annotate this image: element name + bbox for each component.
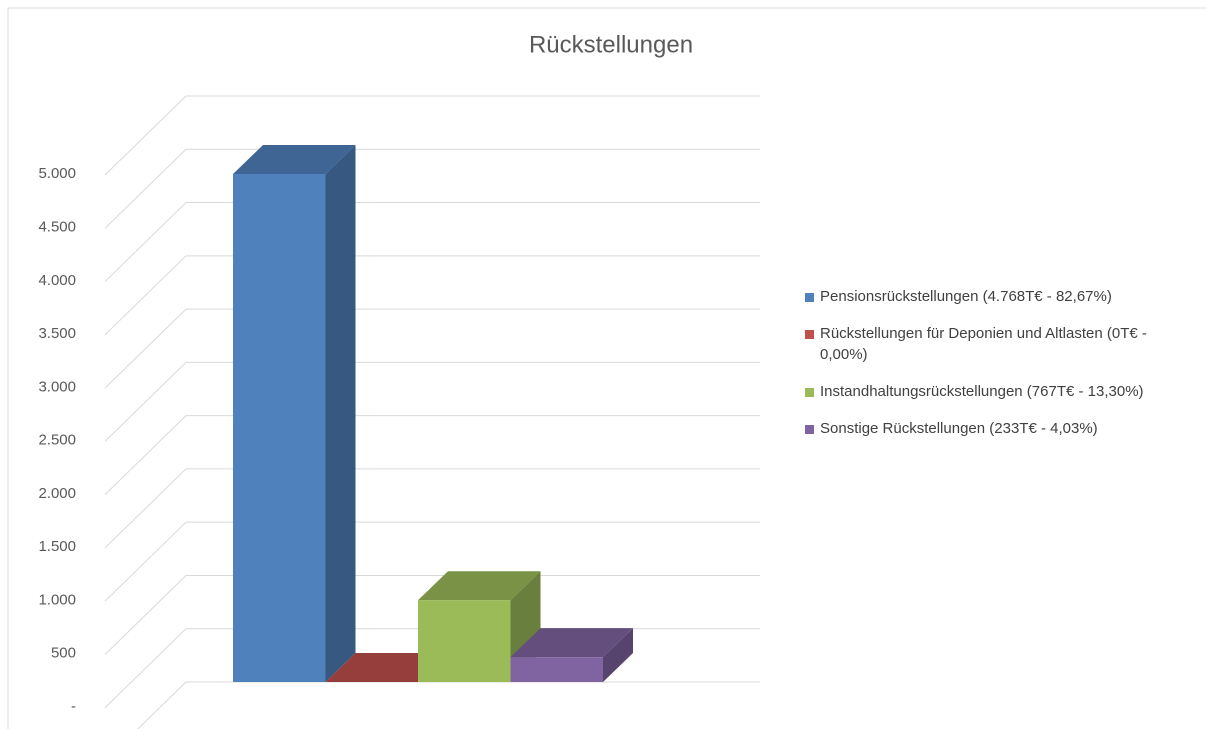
bar-side	[325, 144, 356, 682]
grid-line	[104, 628, 187, 709]
legend: Pensionsrückstellungen (4.768T€ - 82,67%…	[805, 286, 1161, 455]
bar	[510, 657, 603, 682]
legend-item: Pensionsrückstellungen (4.768T€ - 82,67%…	[805, 286, 1161, 307]
legend-item: Rückstellungen für Deponien und Altlaste…	[805, 323, 1161, 365]
y-tick-label: 2.000	[38, 485, 76, 502]
grid-line	[104, 202, 187, 282]
legend-label: Sonstige Rückstellungen (233T€ - 4,03%)	[820, 420, 1098, 437]
y-tick-label: 2.500	[38, 432, 76, 449]
legend-swatch	[805, 388, 814, 397]
grid-line	[104, 468, 187, 549]
y-tick-label: 3.000	[38, 378, 76, 395]
bar-top	[418, 571, 541, 601]
y-tick-label: 1.000	[38, 591, 76, 608]
grid-line	[137, 681, 187, 729]
grid-line	[104, 255, 187, 336]
legend-label: Instandhaltungsrückstellungen (767T€ - 1…	[820, 383, 1144, 400]
legend-item: Sonstige Rückstellungen (233T€ - 4,03%)	[805, 418, 1161, 439]
bar	[418, 600, 511, 682]
grid-line	[104, 362, 187, 442]
grid-line	[104, 95, 187, 176]
y-tick-label: 3.500	[38, 325, 76, 342]
y-tick-label: 500	[51, 645, 76, 662]
bar-side	[603, 628, 633, 682]
legend-swatch	[805, 425, 814, 434]
grid-line	[104, 148, 187, 229]
grid-line	[104, 415, 187, 495]
y-tick-label: 1.500	[38, 538, 76, 555]
bar	[233, 173, 326, 682]
y-tick-label: 5.000	[38, 165, 76, 182]
chart-title: Rückstellungen	[529, 31, 693, 58]
grid-line	[104, 521, 187, 602]
grid-line	[104, 575, 187, 655]
legend-label: Rückstellungen für Deponien und Altlaste…	[820, 325, 1147, 363]
bar-top	[510, 628, 633, 658]
y-tick-label: -	[71, 698, 76, 715]
bar-top	[325, 653, 448, 682]
legend-label: Pensionsrückstellungen (4.768T€ - 82,67%…	[820, 288, 1112, 305]
y-tick-label: 4.500	[38, 219, 76, 236]
y-tick-label: 4.000	[38, 272, 76, 289]
legend-swatch	[805, 330, 814, 339]
bar-top	[233, 144, 356, 174]
grid-line	[104, 308, 187, 389]
legend-item: Instandhaltungsrückstellungen (767T€ - 1…	[805, 381, 1161, 402]
legend-swatch	[805, 293, 814, 302]
